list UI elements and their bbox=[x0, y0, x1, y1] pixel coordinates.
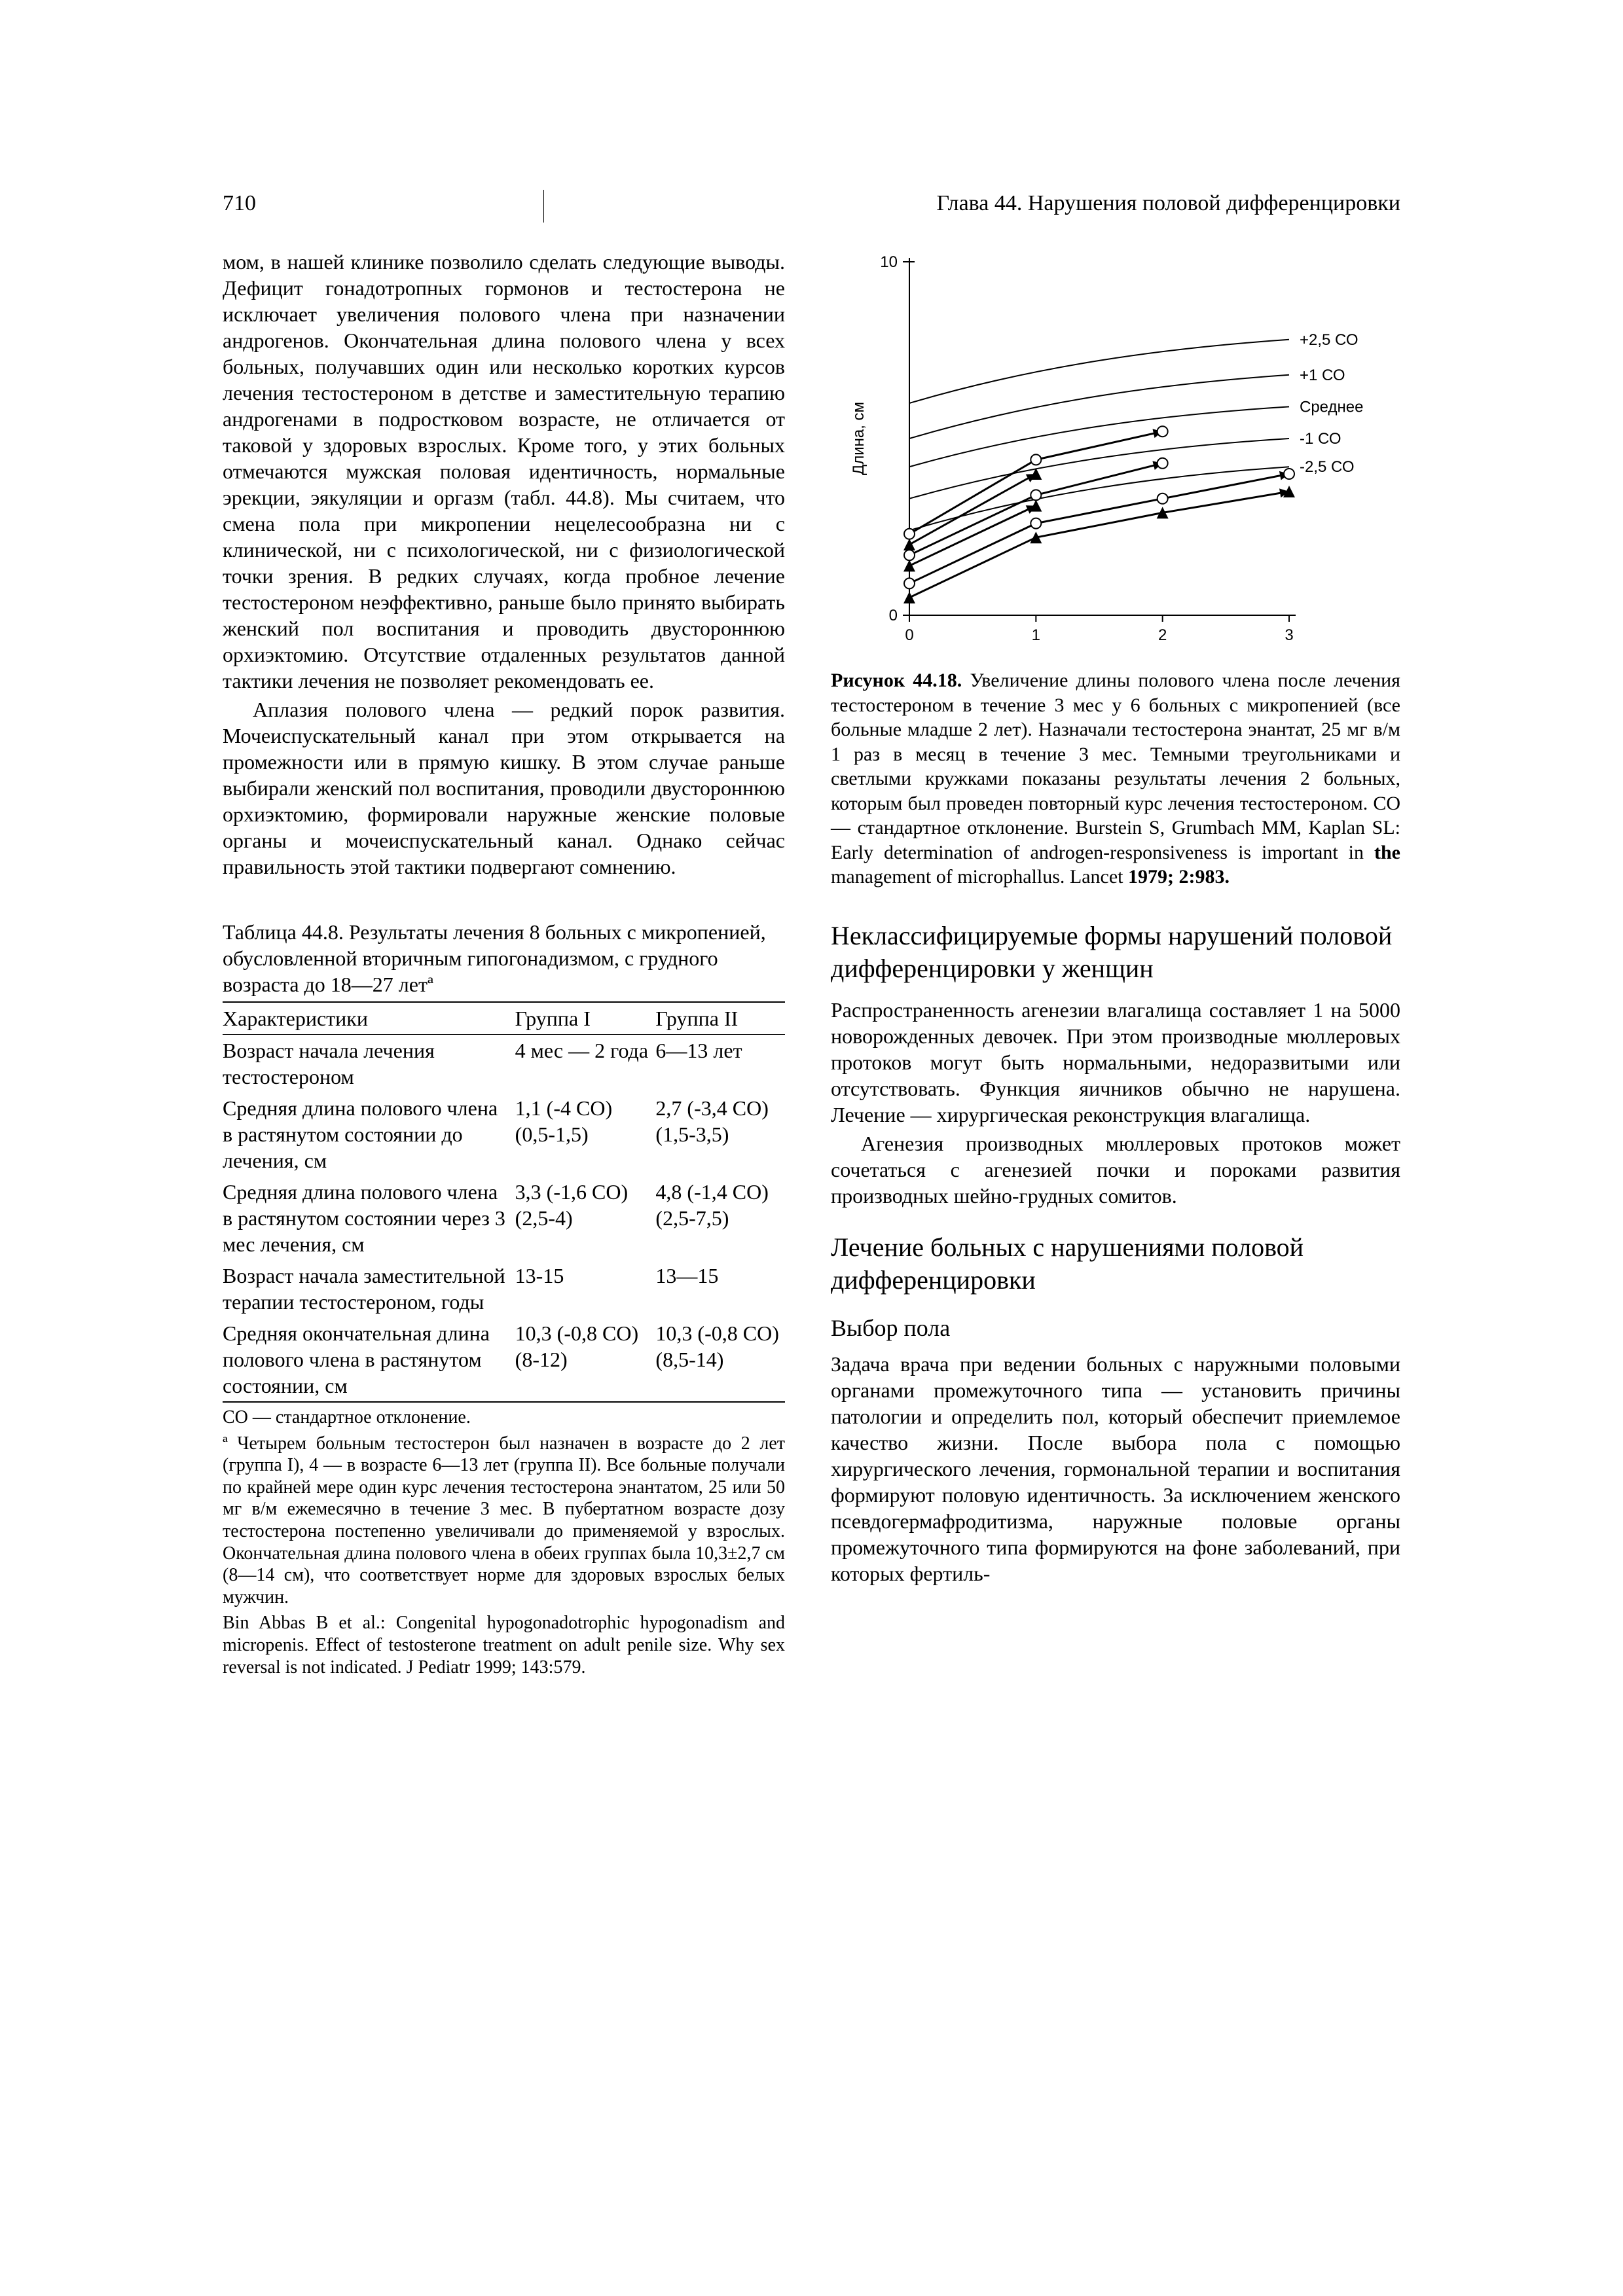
table-cell: 13—15 bbox=[655, 1260, 785, 1318]
table-cell: 6—13 лет bbox=[655, 1035, 785, 1093]
svg-text:1: 1 bbox=[1032, 626, 1040, 644]
chapter-title: Глава 44. Нарушения половой дифференциро… bbox=[937, 190, 1400, 218]
body-paragraph: мом, в нашей клинике позволило сделать с… bbox=[223, 249, 785, 694]
figure-caption-text: Увеличение длины полового члена после ле… bbox=[831, 670, 1400, 863]
table-cell-label: Средняя окончательная длина полового чле… bbox=[223, 1318, 515, 1402]
body-paragraph: Агенезия производных мюллеровых протоков… bbox=[831, 1130, 1400, 1209]
figure-44-18: 0 1 2 3 0 10 Длина, см +2,5 СО +1 СО Среднее -1 СО… bbox=[831, 249, 1400, 889]
table-cell-label: Возраст начала заместительной терапии те… bbox=[223, 1260, 515, 1318]
table-header: Группа II bbox=[655, 1002, 785, 1035]
figure-caption: Рисунок 44.18. Увеличение длины полового… bbox=[831, 668, 1400, 889]
table-cell: 4,8 (-1,4 СО) (2,5-7,5) bbox=[655, 1176, 785, 1260]
svg-text:+2,5 СО: +2,5 СО bbox=[1300, 331, 1359, 349]
table-cell: 13-15 bbox=[515, 1260, 656, 1318]
table-cell-label: Средняя длина полового члена в растянуто… bbox=[223, 1092, 515, 1176]
svg-text:0: 0 bbox=[889, 607, 898, 624]
left-column: мом, в нашей клинике позволило сделать с… bbox=[223, 249, 785, 1678]
results-table: Характеристики Группа I Группа II Возрас… bbox=[223, 1001, 785, 1403]
body-paragraph: Аплазия полового члена — редкий порок ра… bbox=[223, 696, 785, 880]
table-cell-label: Возраст начала лечения тестостероном bbox=[223, 1035, 515, 1093]
table-footnote: ª Четырем больным тестостерон был назнач… bbox=[223, 1433, 785, 1609]
subsection-heading: Выбор пола bbox=[831, 1314, 1400, 1343]
table-cell: 10,3 (-0,8 СО) (8-12) bbox=[515, 1318, 656, 1402]
table-title: Таблица 44.8. Результаты лечения 8 больн… bbox=[223, 919, 785, 997]
svg-text:-2,5 СО: -2,5 СО bbox=[1300, 458, 1355, 476]
header-separator bbox=[543, 190, 544, 223]
body-paragraph: Распространенность агенезии влагалища со… bbox=[831, 997, 1400, 1128]
svg-text:3: 3 bbox=[1285, 626, 1293, 644]
figure-caption-ref: 1979; 2:983. bbox=[1128, 866, 1230, 888]
svg-text:+1 СО: +1 СО bbox=[1300, 367, 1345, 384]
table-cell-label: Средняя длина полового члена в растянуто… bbox=[223, 1176, 515, 1260]
svg-text:2: 2 bbox=[1158, 626, 1167, 644]
svg-text:Среднее: Среднее bbox=[1300, 398, 1363, 416]
right-column: 0 1 2 3 0 10 Длина, см +2,5 СО +1 СО Среднее -1 СО… bbox=[831, 249, 1400, 1678]
page-number: 710 bbox=[223, 190, 256, 218]
svg-text:10: 10 bbox=[880, 253, 898, 271]
figure-label: Рисунок 44.18. bbox=[831, 670, 962, 691]
svg-text:Длина, см: Длина, см bbox=[850, 402, 867, 475]
table-footnote: Bin Abbas B et al.: Congenital hypogonad… bbox=[223, 1612, 785, 1678]
table-cell: 3,3 (-1,6 СО) (2,5-4) bbox=[515, 1176, 656, 1260]
table-cell: 10,3 (-0,8 СО) (8,5-14) bbox=[655, 1318, 785, 1402]
table-header: Характеристики bbox=[223, 1002, 515, 1035]
figure-caption-bold-word: the bbox=[1374, 842, 1400, 863]
table-cell: 2,7 (-3,4 СО) (1,5-3,5) bbox=[655, 1092, 785, 1176]
section-heading: Лечение больных с нарушениями половой ди… bbox=[831, 1231, 1400, 1297]
svg-text:-1 СО: -1 СО bbox=[1300, 430, 1341, 448]
figure-caption-tail: management of microphallus. Lancet bbox=[831, 866, 1128, 888]
svg-text:0: 0 bbox=[905, 626, 913, 644]
section-heading: Неклассифицируемые формы нарушений полов… bbox=[831, 920, 1400, 985]
body-paragraph: Задача врача при ведении больных с наруж… bbox=[831, 1351, 1400, 1587]
chart-svg: 0 1 2 3 0 10 Длина, см +2,5 СО +1 СО Среднее -1 СО… bbox=[831, 249, 1400, 655]
table-header: Группа I bbox=[515, 1002, 656, 1035]
table-footnote: СО — стандартное отклонение. bbox=[223, 1407, 785, 1429]
table-cell: 1,1 (-4 СО) (0,5-1,5) bbox=[515, 1092, 656, 1176]
table-cell: 4 мес — 2 года bbox=[515, 1035, 656, 1093]
